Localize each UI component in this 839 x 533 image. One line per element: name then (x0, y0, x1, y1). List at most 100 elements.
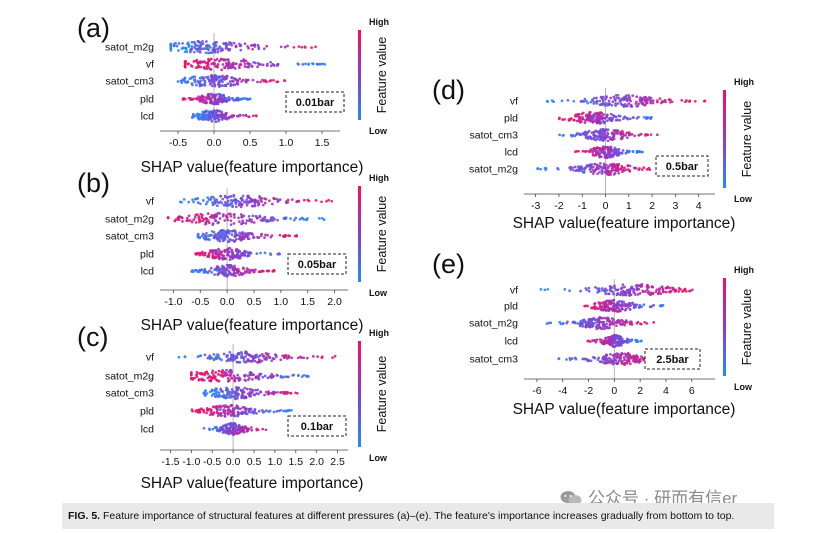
shap-point (245, 254, 249, 258)
shap-point (225, 100, 229, 104)
shap-point (677, 290, 681, 293)
shap-point (617, 300, 621, 303)
shap-point (239, 48, 243, 52)
shap-point (206, 75, 210, 79)
shap-point (259, 198, 262, 202)
shap-point (563, 288, 567, 291)
shap-point (590, 137, 593, 141)
pressure-box (287, 253, 347, 275)
shap-point (586, 325, 590, 328)
shap-point (560, 99, 564, 103)
shap-point (606, 147, 610, 151)
shap-point (247, 115, 250, 119)
shap-point (225, 269, 228, 272)
shap-point (260, 408, 264, 412)
shap-point (252, 235, 256, 239)
shap-point (589, 359, 593, 363)
shap-point (277, 199, 280, 202)
shap-point (241, 198, 244, 202)
shap-point (218, 412, 222, 416)
shap-point (229, 238, 233, 242)
shap-point (630, 356, 633, 360)
shap-point (589, 110, 592, 114)
shap-point (606, 340, 610, 344)
shap-point (245, 412, 249, 416)
shap-point (194, 221, 198, 224)
x-tick-label: 1.0 (279, 137, 294, 149)
panel-a: (a) -0.5 0.0 0.5 1.0 1.5 SHAP value(feature im… (77, 13, 389, 176)
shap-point (622, 300, 626, 304)
shap-point (204, 61, 208, 65)
pressure-label: 0.5bar (666, 161, 699, 173)
shap-point (243, 254, 247, 257)
shap-point (613, 284, 616, 288)
shap-point (612, 318, 615, 322)
shap-point (204, 202, 208, 206)
shap-point (544, 166, 548, 170)
shap-point (593, 162, 597, 166)
x-axis: -6 -4 -2 0 2 4 6 (524, 378, 715, 397)
shap-point (271, 357, 275, 360)
shap-point (222, 233, 226, 236)
shap-point (236, 249, 240, 252)
shap-point (206, 408, 210, 412)
shap-point (232, 195, 236, 198)
swarm-satot_m2g (166, 211, 326, 226)
shap-point (256, 388, 260, 392)
colorbar-high-label: High (734, 77, 754, 87)
shap-point (572, 118, 576, 122)
pressure-box (287, 415, 347, 437)
shap-point (620, 97, 624, 101)
shap-point (608, 320, 612, 323)
shap-point (266, 376, 270, 380)
shap-point (629, 362, 632, 366)
shap-point (614, 358, 618, 362)
shap-point (648, 99, 651, 102)
shap-point (588, 150, 592, 153)
shap-point (262, 410, 266, 414)
shap-point (201, 60, 205, 64)
shap-point (690, 288, 694, 292)
shap-point (547, 321, 551, 325)
colorbar-low-label: Low (369, 288, 388, 298)
shap-point (230, 76, 233, 79)
shap-point (220, 68, 224, 72)
shap-point (656, 99, 659, 102)
shap-point (239, 407, 242, 411)
shap-point (646, 284, 650, 288)
shap-point (591, 153, 595, 157)
shap-point (203, 83, 206, 86)
colorbar-title: Feature value (740, 289, 754, 365)
colorbar-low-label: Low (734, 382, 753, 392)
shap-point (243, 271, 247, 275)
shap-point (224, 404, 227, 407)
shap-point (225, 396, 229, 400)
shap-point (198, 47, 202, 51)
shap-point (218, 85, 221, 89)
shap-point (568, 166, 571, 170)
shap-point (598, 170, 601, 174)
shap-point (593, 147, 596, 150)
shap-point (660, 304, 664, 308)
shap-point (633, 304, 637, 307)
shap-point (238, 77, 242, 81)
shap-point (205, 392, 209, 395)
shap-point (622, 320, 625, 324)
shap-point (258, 215, 262, 219)
shap-point (278, 252, 282, 256)
shap-point (572, 168, 575, 172)
shap-point (268, 199, 271, 203)
shap-point (252, 60, 255, 64)
shap-point (603, 132, 606, 135)
shap-point (226, 218, 230, 222)
shap-point (595, 327, 599, 331)
shap-point (180, 215, 183, 219)
shap-point (265, 357, 268, 361)
shap-point (195, 44, 198, 47)
shap-point (224, 230, 228, 234)
shap-point (604, 135, 608, 138)
feature-label: lcd (505, 336, 519, 348)
shap-point (643, 320, 647, 324)
shap-point (211, 252, 215, 255)
shap-point (664, 100, 667, 104)
